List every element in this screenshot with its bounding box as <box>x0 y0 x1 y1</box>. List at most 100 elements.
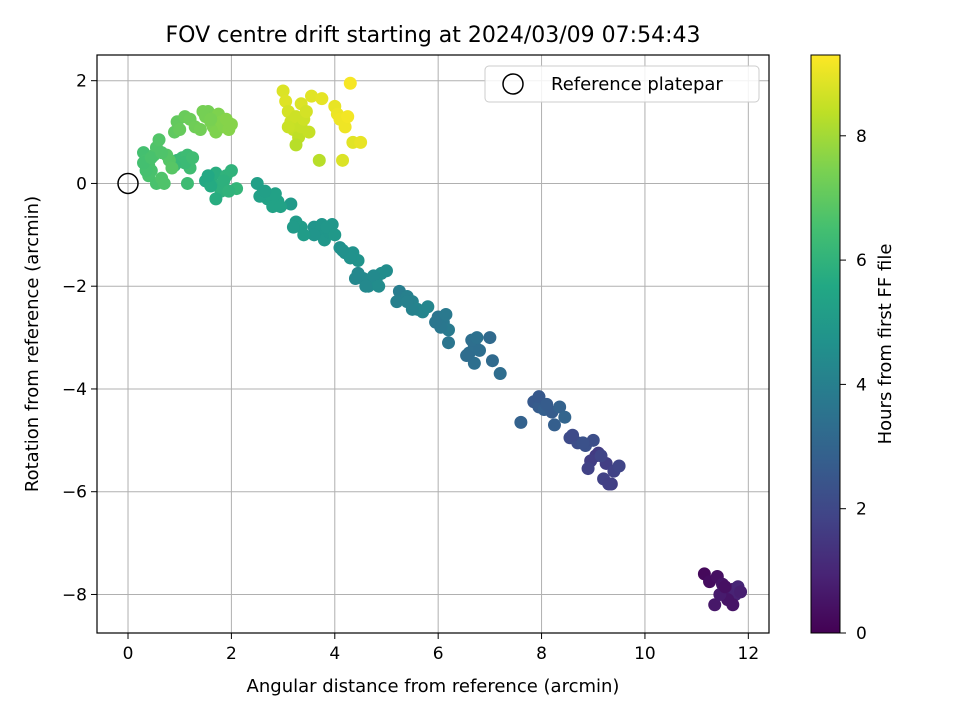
y-tick-label: −2 <box>62 277 87 297</box>
data-point <box>493 367 507 381</box>
data-point <box>315 92 329 106</box>
colorbar-tick-label: 0 <box>856 624 867 644</box>
data-point <box>180 176 194 190</box>
data-point <box>367 269 381 283</box>
x-tick-label: 12 <box>738 644 760 664</box>
y-tick-label: −8 <box>62 585 87 605</box>
data-point <box>224 164 238 178</box>
data-point <box>341 110 355 124</box>
data-point <box>328 228 342 242</box>
data-point <box>718 580 732 594</box>
colorbar-tick-label: 4 <box>856 375 867 395</box>
reference-platepar-marker <box>117 172 139 195</box>
legend-reference-label: Reference platepar <box>551 74 723 95</box>
data-point <box>576 436 590 450</box>
data-point <box>276 84 290 98</box>
data-point <box>442 336 456 350</box>
data-point <box>217 174 231 188</box>
data-point <box>284 197 298 211</box>
data-point <box>209 192 223 206</box>
data-point <box>473 343 487 357</box>
data-point <box>708 598 722 612</box>
data-point <box>439 307 453 321</box>
data-point <box>312 153 326 167</box>
x-tick-label: 0 <box>123 644 134 664</box>
data-point <box>343 76 357 90</box>
data-point <box>372 279 386 293</box>
data-point <box>297 228 311 242</box>
data-points <box>117 76 748 612</box>
data-point <box>219 112 233 126</box>
y-tick-label: −6 <box>62 483 87 503</box>
data-point <box>429 315 443 329</box>
data-point <box>558 410 572 424</box>
x-tick-label: 2 <box>226 644 237 664</box>
data-point <box>173 122 187 136</box>
x-tick-label: 8 <box>536 644 547 664</box>
data-point <box>302 125 316 139</box>
data-point <box>204 179 218 193</box>
legend-box <box>484 65 760 103</box>
colorbar-label: Hours from first FF file <box>875 244 896 445</box>
y-axis-label: Rotation from reference (arcmin) <box>22 196 43 492</box>
y-tick-label: 2 <box>76 72 87 92</box>
data-point <box>485 354 499 368</box>
data-point <box>144 151 158 165</box>
x-tick-label: 6 <box>433 644 444 664</box>
data-point <box>338 120 352 134</box>
y-tick-label: 0 <box>76 174 87 194</box>
x-axis-ticks: 0 2 4 6 8 10 12 <box>123 633 760 664</box>
x-tick-label: 10 <box>634 644 656 664</box>
data-point <box>204 112 218 126</box>
colorbar-ticks: 0 2 4 6 8 <box>840 127 867 644</box>
data-point <box>152 133 166 147</box>
colorbar <box>810 54 841 634</box>
data-point <box>155 146 169 160</box>
data-point <box>553 400 567 414</box>
data-point <box>421 300 435 314</box>
data-point <box>400 295 414 309</box>
data-point <box>470 331 484 345</box>
y-tick-label: −4 <box>62 380 87 400</box>
data-point <box>379 264 393 278</box>
legend-reference-marker <box>502 73 524 95</box>
colorbar-tick-label: 8 <box>856 127 867 147</box>
data-point <box>336 243 350 257</box>
data-point <box>222 184 236 198</box>
data-point <box>289 138 303 152</box>
chart-title: FOV centre drift starting at 2024/03/09 … <box>166 23 701 48</box>
data-point <box>336 153 350 167</box>
data-point <box>354 135 368 149</box>
data-point <box>602 477 616 491</box>
data-point <box>348 271 362 285</box>
colorbar-tick-label: 6 <box>856 251 867 271</box>
data-point <box>193 122 207 136</box>
legend: Reference platepar <box>484 65 760 103</box>
data-point <box>165 161 179 175</box>
data-point <box>157 176 171 190</box>
data-point <box>279 94 293 108</box>
y-axis-ticks: 2 0 −2 −4 −6 −8 <box>62 72 97 605</box>
data-point <box>258 184 272 198</box>
data-point <box>612 459 626 473</box>
data-point <box>307 228 321 242</box>
data-point <box>566 428 580 442</box>
data-point <box>540 397 554 411</box>
data-point <box>726 598 740 612</box>
data-point <box>201 169 215 183</box>
data-point <box>547 418 561 432</box>
data-point <box>734 585 748 599</box>
data-point <box>390 295 404 309</box>
data-point <box>460 349 474 363</box>
plot-frame <box>96 54 770 634</box>
data-point <box>581 462 595 476</box>
data-point <box>286 220 300 234</box>
data-point <box>299 105 313 119</box>
data-point <box>483 331 497 345</box>
data-point <box>594 449 608 463</box>
data-point <box>586 433 600 447</box>
data-point <box>281 120 295 134</box>
